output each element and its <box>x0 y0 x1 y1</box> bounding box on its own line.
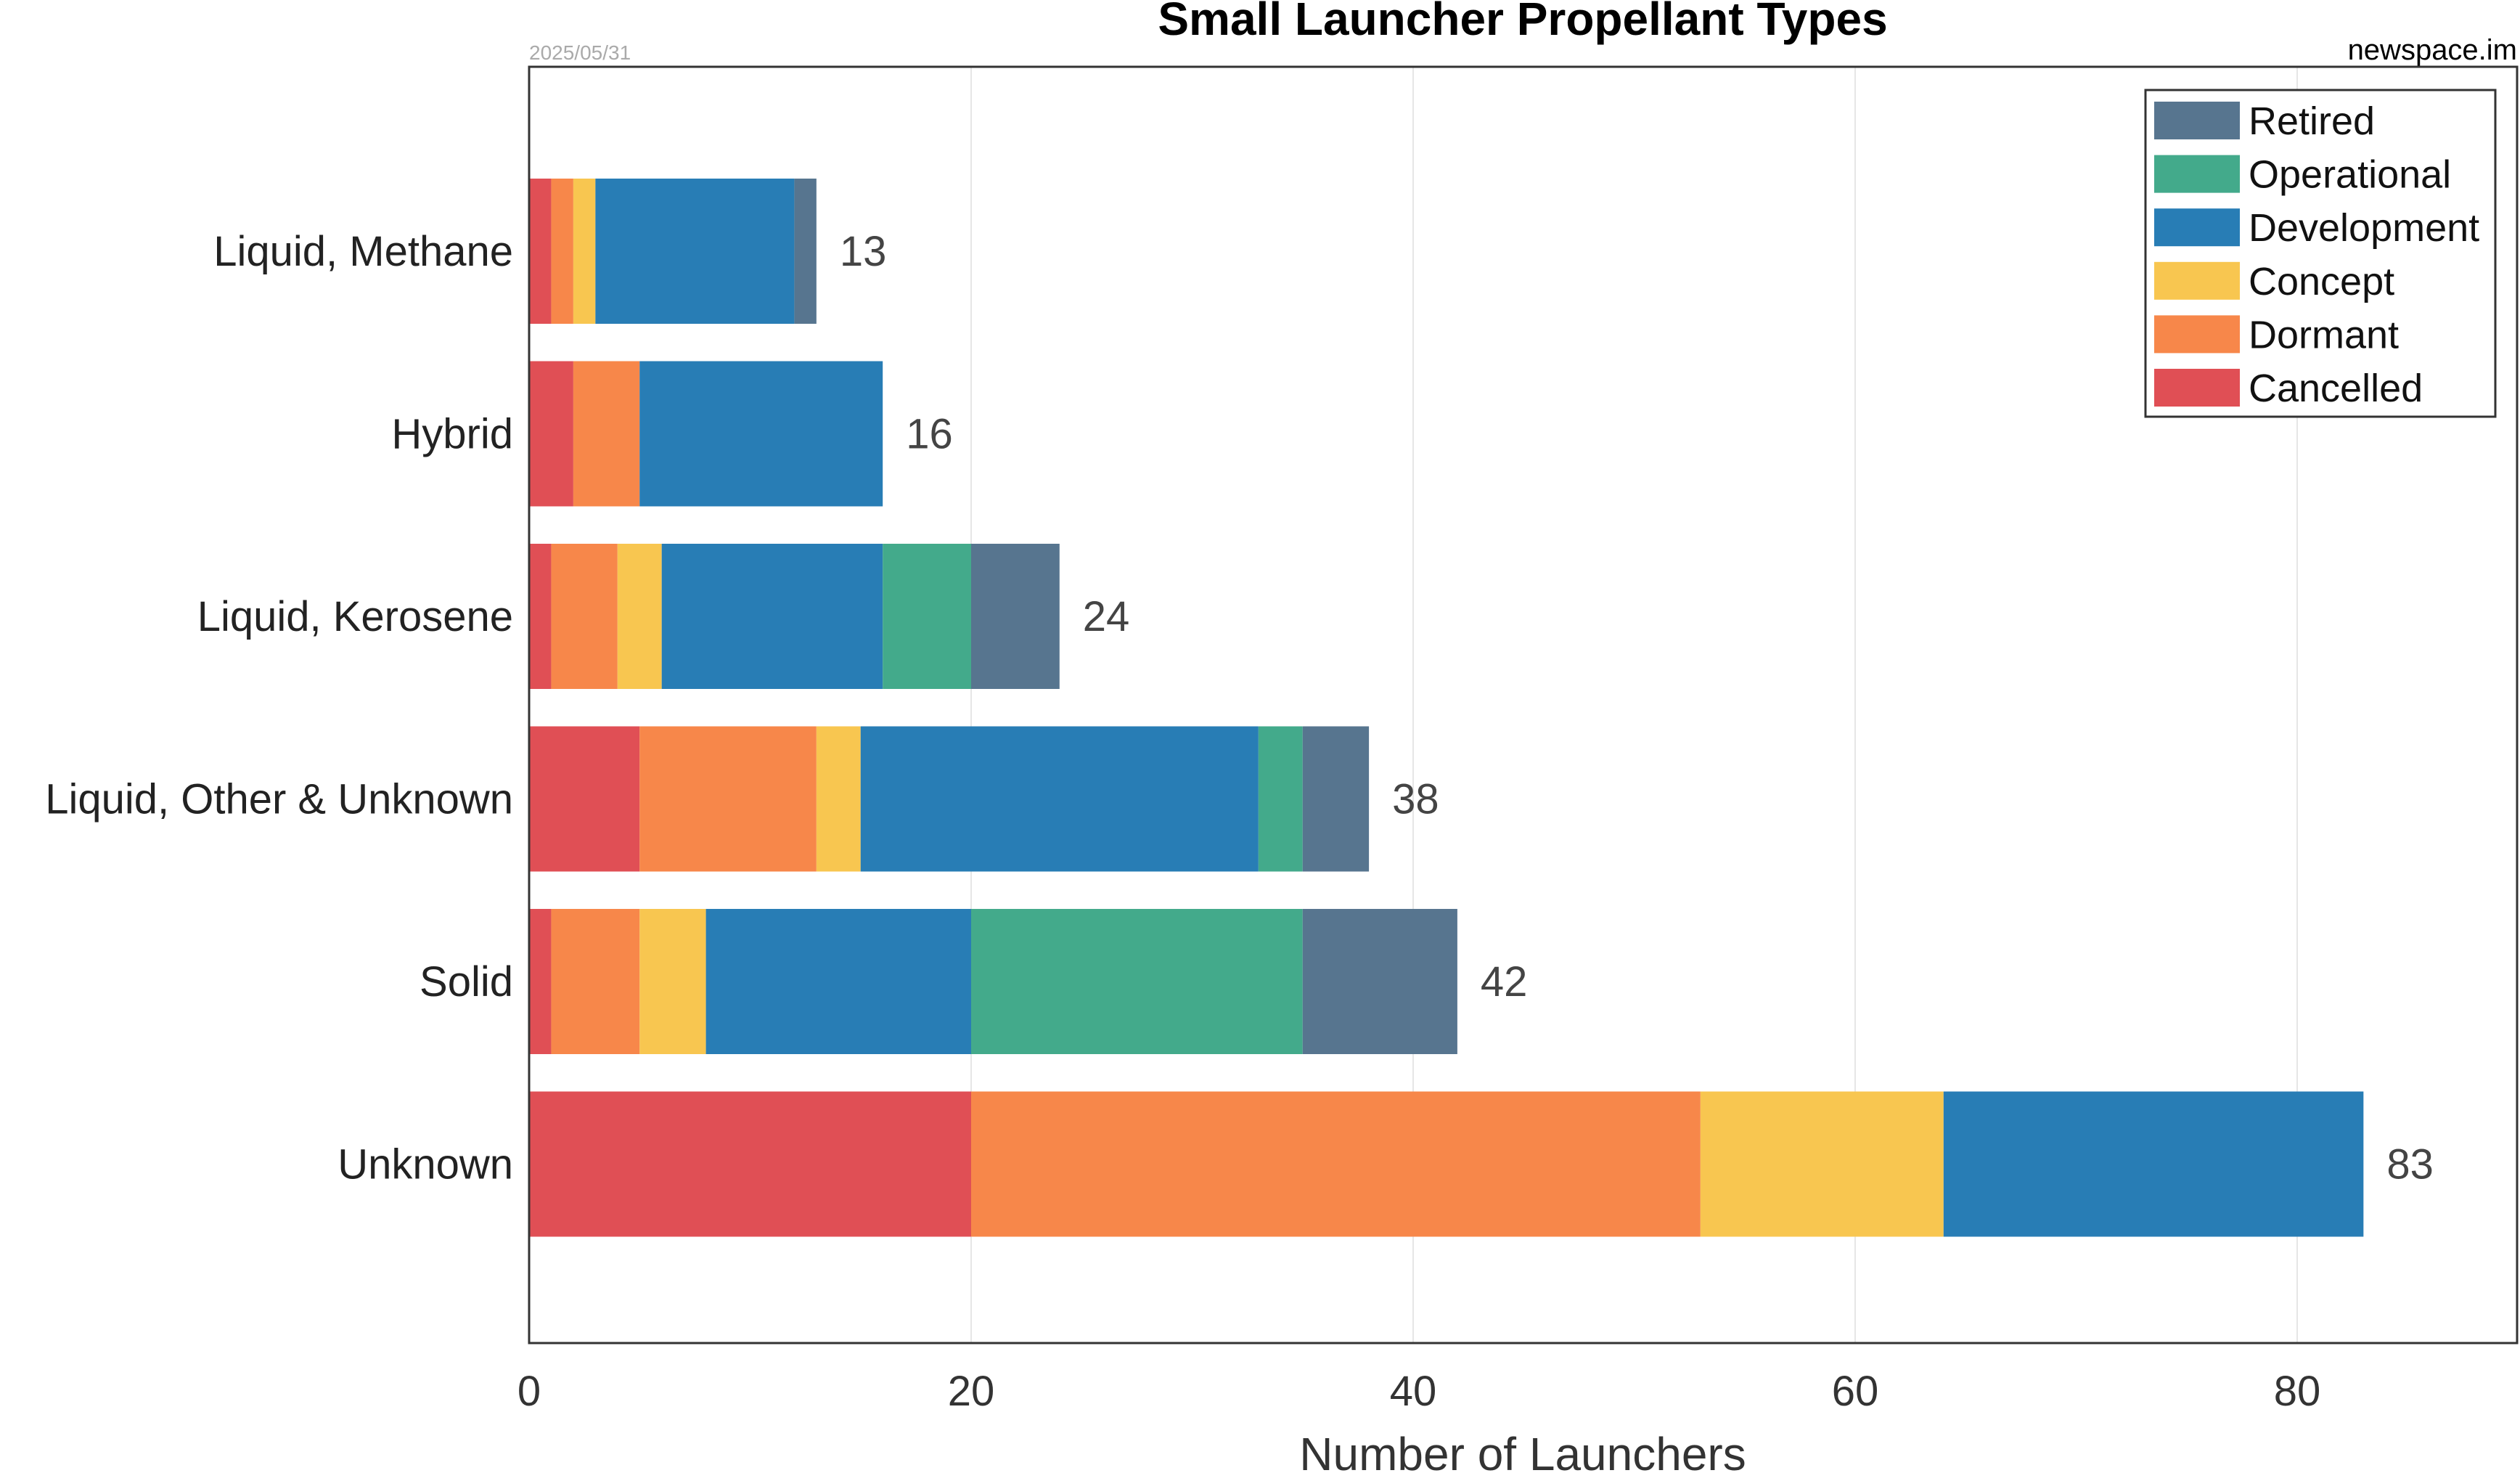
legend-box <box>2144 89 2497 418</box>
bar-concept-4 <box>639 909 706 1054</box>
category-label-4: Solid <box>420 958 513 1005</box>
legend-swatch-concept <box>2154 261 2240 300</box>
bar-development-3 <box>860 726 1259 872</box>
bar-dormant-0 <box>551 179 573 324</box>
chart-date: 2025/05/31 <box>529 41 631 64</box>
legend-label-operational: Operational <box>2249 153 2451 197</box>
x-tick-80: 80 <box>2274 1368 2321 1415</box>
category-labels: Liquid, Methane Hybrid Liquid, Kerosene Liq… <box>45 228 513 1188</box>
legend-swatch-retired <box>2154 102 2240 139</box>
bar-concept-2 <box>617 544 662 689</box>
legend-label-concept: Concept <box>2249 260 2394 303</box>
bar-dormant-4 <box>551 909 640 1054</box>
total-label-3: 38 <box>1392 776 1439 823</box>
bar-development-5 <box>1943 1091 2364 1237</box>
chart-title: Small Launcher Propellant Types <box>1158 0 1887 45</box>
bar-dormant-2 <box>551 544 618 689</box>
legend-label-cancelled: Cancelled <box>2249 367 2423 410</box>
bar-development-4 <box>705 909 971 1054</box>
bar-dormant-1 <box>573 361 640 507</box>
bar-retired-3 <box>1302 726 1370 872</box>
category-label-1: Hybrid <box>391 411 513 458</box>
bar-retired-2 <box>971 544 1060 689</box>
bar-dormant-5 <box>971 1091 1701 1237</box>
x-axis-ticks: 0 20 40 60 80 <box>518 1368 2320 1415</box>
bar-dormant-3 <box>639 726 817 872</box>
bar-retired-4 <box>1302 909 1457 1054</box>
bar-totals: 13 16 24 38 42 83 <box>840 228 2434 1188</box>
bar-cancelled-1 <box>529 361 573 507</box>
bar-development-0 <box>595 179 795 324</box>
bar-concept-5 <box>1700 1091 1944 1237</box>
plot-frame <box>528 65 2519 1345</box>
x-axis-label: Number of Launchers <box>1299 1428 1746 1473</box>
legend-swatch-cancelled <box>2154 369 2240 407</box>
bar-development-1 <box>639 361 883 507</box>
total-label-1: 16 <box>906 411 953 458</box>
bar-operational-2 <box>883 544 971 689</box>
bar-cancelled-0 <box>529 179 552 324</box>
category-label-0: Liquid, Methane <box>213 228 513 275</box>
total-label-0: 13 <box>840 228 887 275</box>
total-label-4: 42 <box>1481 958 1528 1005</box>
legend-swatch-development <box>2154 208 2240 247</box>
total-label-5: 83 <box>2386 1141 2434 1188</box>
legend-swatch-operational <box>2154 155 2240 193</box>
bar-cancelled-4 <box>529 909 552 1054</box>
bar-concept-3 <box>816 726 861 872</box>
x-tick-40: 40 <box>1390 1368 1437 1415</box>
source-label: newspace.im <box>2348 34 2517 66</box>
bars <box>529 179 2364 1237</box>
category-label-5: Unknown <box>338 1141 513 1188</box>
x-tick-20: 20 <box>948 1368 995 1415</box>
category-label-2: Liquid, Kerosene <box>197 593 513 640</box>
bar-concept-0 <box>573 179 596 324</box>
legend: Retired Operational Development Concept Dorm… <box>2144 89 2497 418</box>
bar-development-2 <box>661 544 883 689</box>
x-tick-60: 60 <box>1832 1368 1879 1415</box>
bar-cancelled-3 <box>529 726 640 872</box>
x-tick-0: 0 <box>518 1368 541 1415</box>
bar-operational-4 <box>971 909 1303 1054</box>
legend-label-dormant: Dormant <box>2249 313 2399 356</box>
legend-label-development: Development <box>2249 206 2479 250</box>
legend-label-retired: Retired <box>2249 99 2375 143</box>
bar-cancelled-2 <box>529 544 552 689</box>
bar-retired-0 <box>794 179 817 324</box>
category-label-3: Liquid, Other & Unknown <box>45 776 513 823</box>
bar-cancelled-5 <box>529 1091 971 1237</box>
bar-operational-3 <box>1258 726 1303 872</box>
total-label-2: 24 <box>1083 593 1130 640</box>
legend-swatch-dormant <box>2154 315 2240 354</box>
